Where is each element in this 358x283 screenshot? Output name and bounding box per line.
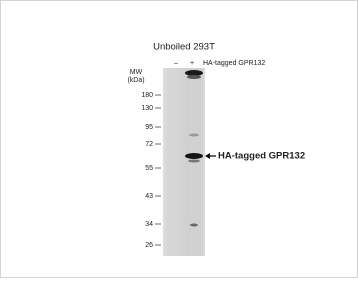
mw-label: MW bbox=[130, 69, 143, 76]
mw-marker-label: 34 bbox=[145, 221, 153, 228]
band bbox=[187, 75, 201, 79]
mw-marker-label: 130 bbox=[141, 105, 153, 112]
band bbox=[190, 224, 198, 227]
mw-marker-label: 55 bbox=[145, 165, 153, 172]
mw-marker-label: 43 bbox=[145, 193, 153, 200]
title: Unboiled 293T bbox=[153, 42, 215, 53]
mw-marker-label: 72 bbox=[145, 141, 153, 148]
blot-figure: Unboiled 293T – + HA-tagged GPR132 MW (k… bbox=[0, 0, 358, 278]
mw-marker-label: 26 bbox=[145, 242, 153, 249]
sample-label: HA-tagged GPR132 bbox=[203, 60, 265, 67]
lane bbox=[166, 68, 182, 256]
mw-marker-label: 180 bbox=[141, 92, 153, 99]
band-annotation: HA-tagged GPR132 bbox=[218, 151, 305, 162]
page: {"header": {"title": "Unboiled 293T"}, "… bbox=[0, 0, 358, 278]
band bbox=[185, 153, 203, 159]
mw-unit: (kDa) bbox=[127, 77, 144, 84]
mw-marker-label: 95 bbox=[145, 124, 153, 131]
lane-label: + bbox=[190, 60, 194, 67]
band bbox=[188, 160, 200, 163]
lane-label: – bbox=[174, 60, 178, 67]
band bbox=[189, 134, 199, 137]
